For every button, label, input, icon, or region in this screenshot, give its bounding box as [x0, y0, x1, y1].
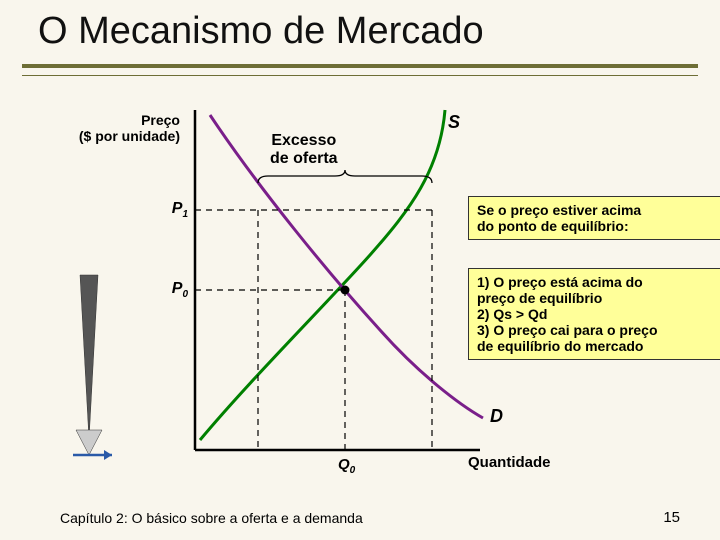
equilibrium-point — [341, 286, 350, 295]
xaxis-label: Quantidade — [468, 454, 551, 471]
adjustment-arrow — [73, 275, 112, 460]
info-box-1: Se o preço estiver acima do ponto de equ… — [468, 196, 720, 240]
info-box-2: 1) O preço está acima do preço de equilí… — [468, 268, 720, 360]
q0-label: Q0 — [338, 456, 355, 476]
page-number: 15 — [663, 509, 680, 526]
surplus-brace — [258, 170, 432, 183]
demand-label: D — [490, 406, 503, 427]
p0-label: P0 — [158, 280, 188, 300]
surplus-label: Excesso de oferta — [270, 132, 338, 169]
p1-label: P1 — [158, 200, 188, 220]
demand-curve — [210, 115, 483, 418]
footer-text: Capítulo 2: O básico sobre a oferta e a … — [60, 510, 363, 526]
supply-label: S — [448, 112, 460, 133]
